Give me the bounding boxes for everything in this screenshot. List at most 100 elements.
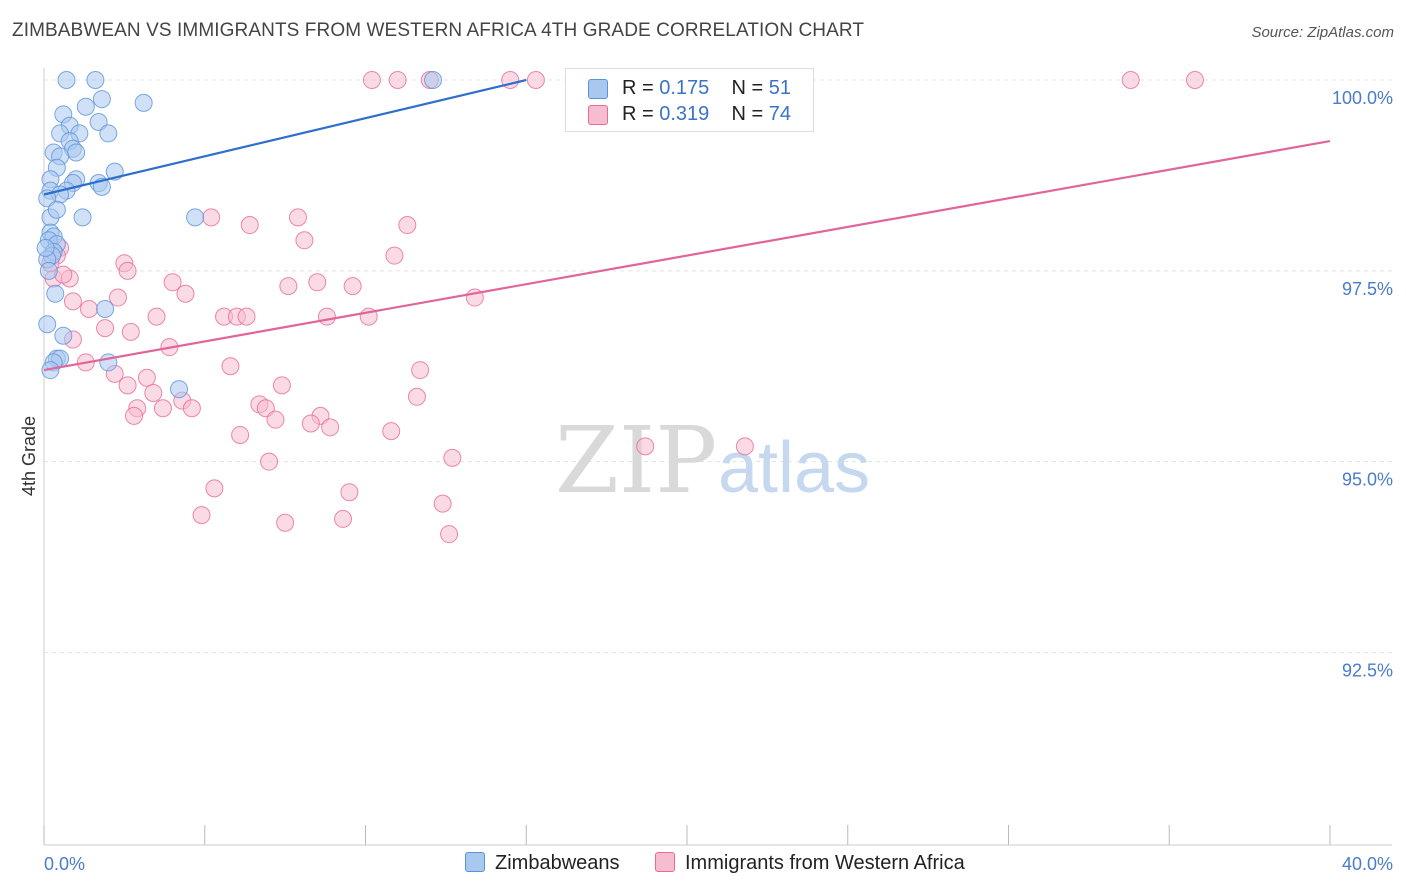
point-western-africa: [153, 399, 172, 418]
point-zimbabweans: [47, 200, 66, 219]
point-western-africa: [398, 216, 417, 235]
point-western-africa: [221, 357, 240, 376]
point-western-africa: [411, 361, 430, 380]
point-western-africa: [240, 216, 259, 235]
point-western-africa: [388, 71, 407, 89]
point-western-africa: [163, 273, 182, 292]
legend-swatch-pink: [588, 105, 608, 125]
point-western-africa: [147, 307, 166, 326]
point-zimbabweans: [57, 71, 76, 89]
point-western-africa: [144, 383, 163, 402]
bottom-legend-swatch-blue: [465, 852, 485, 872]
point-western-africa: [340, 483, 359, 502]
point-western-africa: [182, 399, 201, 418]
point-western-africa: [382, 422, 401, 441]
x-tick-label: 40.0%: [1342, 854, 1393, 874]
point-western-africa: [295, 231, 314, 250]
legend-n-label: N =: [731, 77, 764, 99]
point-western-africa: [343, 277, 362, 296]
legend-r-value: 0.319: [659, 103, 710, 125]
point-western-africa: [63, 292, 82, 311]
point-western-africa: [385, 246, 404, 265]
point-western-africa: [362, 71, 381, 89]
point-western-africa: [202, 208, 221, 227]
bottom-legend-swatch-pink: [655, 852, 675, 872]
point-western-africa: [231, 425, 250, 444]
point-western-africa: [121, 322, 140, 341]
point-zimbabweans: [99, 124, 118, 143]
point-western-africa: [118, 376, 137, 395]
point-western-africa: [433, 494, 452, 513]
legend-r-label: R =: [622, 77, 654, 99]
point-zimbabweans: [92, 90, 111, 109]
point-zimbabweans: [96, 300, 115, 318]
legend-n-value: 74: [768, 103, 792, 125]
trend-line-zimbabweans: [43, 78, 527, 196]
tick-labels: 100.0% 97.5% 95.0% 92.5% 0.0% 40.0%: [44, 88, 1393, 874]
trend-lines: [43, 78, 1331, 372]
watermark: ZIP atlas: [555, 407, 870, 514]
point-western-africa: [176, 284, 195, 303]
bottom-legend-label: Zimbabweans: [495, 852, 620, 874]
point-western-africa: [272, 376, 291, 395]
point-western-africa: [407, 387, 426, 406]
legend-n-label: N =: [731, 103, 764, 125]
point-western-africa: [526, 71, 545, 89]
x-tick-label: 0.0%: [44, 854, 85, 874]
chart-title: ZIMBABWEAN VS IMMIGRANTS FROM WESTERN AF…: [12, 20, 865, 41]
legend-r-label: R =: [622, 103, 654, 125]
point-western-africa: [96, 319, 115, 338]
bottom-legend-label: Immigrants from Western Africa: [685, 852, 965, 874]
point-western-africa: [80, 300, 99, 318]
point-western-africa: [125, 406, 144, 425]
point-western-africa: [440, 525, 459, 544]
point-zimbabweans: [170, 380, 189, 399]
y-tick-label: 92.5%: [1342, 661, 1393, 681]
point-western-africa: [137, 368, 156, 387]
point-zimbabweans: [36, 238, 55, 257]
legend-r-value: 0.175: [659, 77, 710, 99]
point-western-africa: [205, 479, 224, 498]
bottom-legend-western-africa: Immigrants from Western Africa: [655, 852, 965, 875]
y-axis-label: 4th Grade: [19, 416, 39, 496]
point-zimbabweans: [38, 315, 57, 334]
point-zimbabweans: [67, 143, 86, 162]
series-zimbabweans-points: [36, 71, 443, 399]
point-western-africa: [1121, 71, 1140, 89]
point-western-africa: [192, 506, 211, 525]
point-zimbabweans: [186, 208, 205, 227]
point-zimbabweans: [424, 71, 443, 89]
point-zimbabweans: [46, 284, 65, 303]
legend-swatch-blue: [588, 79, 608, 99]
point-zimbabweans: [134, 93, 153, 112]
point-western-africa: [1185, 71, 1204, 89]
bottom-legend-zimbabweans: Zimbabweans: [465, 852, 620, 875]
point-zimbabweans: [73, 208, 92, 227]
point-western-africa: [279, 277, 298, 296]
point-western-africa: [118, 261, 137, 280]
point-western-africa: [237, 307, 256, 326]
point-western-africa: [317, 307, 336, 326]
point-western-africa: [260, 452, 279, 471]
point-zimbabweans: [86, 71, 105, 89]
legend-n-value: 51: [768, 77, 792, 99]
point-western-africa: [276, 513, 295, 532]
point-zimbabweans: [54, 326, 73, 345]
y-tick-label: 100.0%: [1332, 88, 1393, 108]
source-label: Source: ZipAtlas.com: [1251, 24, 1394, 41]
point-western-africa: [443, 448, 462, 467]
point-zimbabweans: [39, 261, 58, 280]
y-tick-label: 95.0%: [1342, 470, 1393, 490]
watermark-zip: ZIP: [555, 407, 717, 514]
point-western-africa: [636, 437, 655, 456]
point-western-africa: [321, 418, 340, 437]
stats-legend: R = 0.175 N = 51 R = 0.319 N = 74: [565, 68, 814, 132]
point-western-africa: [308, 273, 327, 292]
trend-line-western-africa: [43, 139, 1331, 372]
point-western-africa: [266, 410, 285, 429]
point-zimbabweans: [41, 361, 60, 380]
point-western-africa: [288, 208, 307, 227]
point-western-africa: [301, 414, 320, 433]
point-western-africa: [333, 509, 352, 528]
y-tick-label: 97.5%: [1342, 279, 1393, 299]
